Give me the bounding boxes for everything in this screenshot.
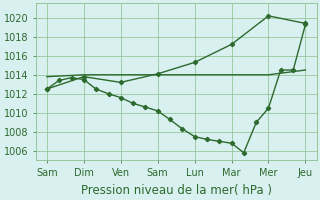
X-axis label: Pression niveau de la mer( hPa ): Pression niveau de la mer( hPa )	[81, 184, 272, 197]
